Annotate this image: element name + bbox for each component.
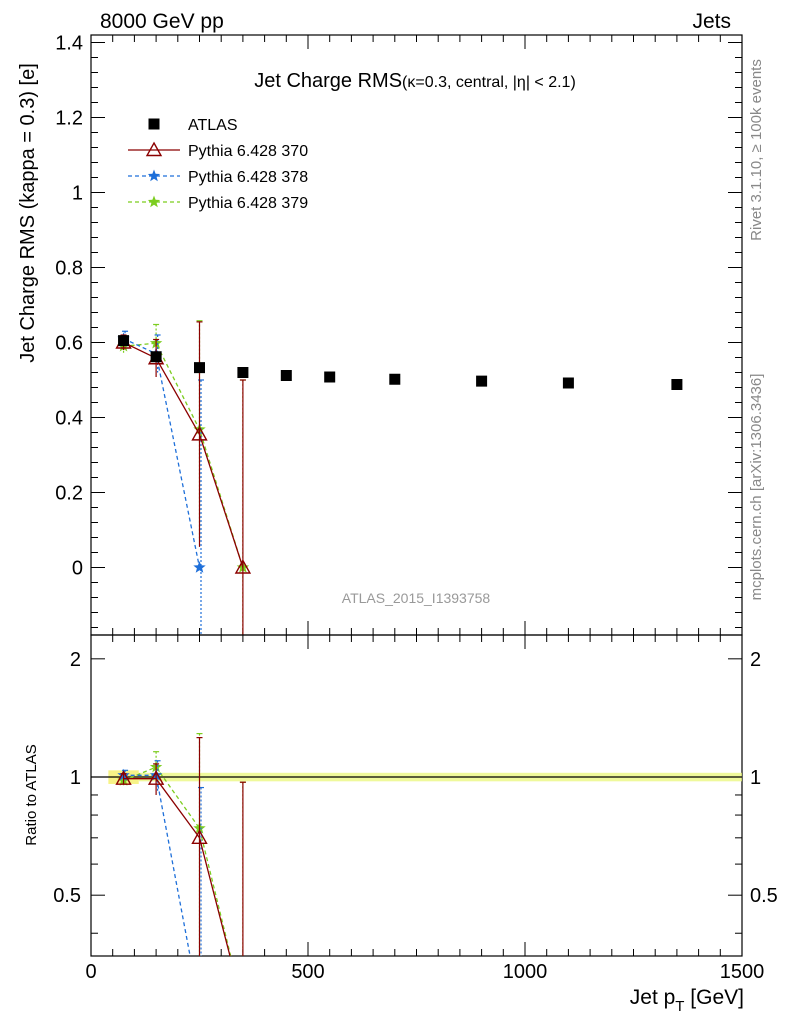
atlas-data-point <box>476 375 488 387</box>
legend-label: ATLAS <box>188 117 238 134</box>
ratio-panel: 0 500 1000 1500 0.5 0.5 1 1 2 2 Ratio to ATLAS Je… <box>23 634 778 1015</box>
x-axis-label: Jet pT [GeV] <box>630 986 744 1015</box>
legend-label: Pythia 6.428 370 <box>188 143 308 160</box>
legend-marker <box>147 195 161 208</box>
main-series-2-point <box>193 561 206 573</box>
main-series-3-line <box>123 342 244 568</box>
main-y-label: Jet Charge RMS (kappa = 0.3) [e] <box>17 63 39 363</box>
ratio-series-1-line <box>123 774 191 956</box>
ratio-y-tick-label-right: 0.5 <box>750 885 778 907</box>
main-y-tick-label: 0 <box>72 558 83 580</box>
ratio-y-tick-label: 1 <box>70 767 81 789</box>
main-y-tick-label: 1.2 <box>55 108 83 130</box>
main-y-tick-label: 1 <box>72 183 83 205</box>
main-watermark: ATLAS_2015_I1393758 <box>342 590 491 606</box>
mcplots-label: mcplots.cern.ch [arXiv:1306.3436] <box>748 374 765 601</box>
ratio-x-tick-label: 1500 <box>720 961 765 983</box>
legend: ATLAS Pythia 6.428 370 Pythia 6.428 378 Pyt… <box>128 117 308 212</box>
ratio-series-0-point <box>147 770 165 785</box>
atlas-data-point <box>389 373 401 385</box>
legend-marker <box>147 169 161 182</box>
atlas-data-point <box>280 370 292 381</box>
header-right: Jets <box>692 10 731 33</box>
ratio-plot-frame <box>90 634 743 957</box>
atlas-data-point <box>118 335 130 347</box>
ratio-y-tick-label-right: 1 <box>750 767 761 789</box>
atlas-data-point <box>150 351 162 363</box>
ratio-y-tick-label-right: 2 <box>750 649 761 671</box>
main-y-tick-label: 0.2 <box>55 483 83 505</box>
atlas-data-point <box>324 371 336 383</box>
ratio-x-tick-label: 1000 <box>503 961 548 983</box>
main-title: Jet Charge RMS(κ=0.3, central, |η| < 2.1… <box>254 70 576 92</box>
ratio-series-0-point <box>191 829 208 845</box>
ratio-y-tick-label: 0.5 <box>53 885 81 907</box>
legend-marker <box>145 141 163 157</box>
rivet-label: Rivet 3.1.10, ≥ 100k events <box>748 59 765 241</box>
main-series-2-line <box>123 338 201 568</box>
main-panel: 0 0.2 0.4 0.6 0.8 1 1.2 1.4 Jet Charge RMS(κ=0.… <box>17 33 743 636</box>
main-title-text: Jet Charge RMS <box>254 70 402 92</box>
main-series-1-point <box>234 559 252 574</box>
ratio-x-tick-label: 0 <box>85 961 96 983</box>
main-title-sub: (κ=0.3, central, |η| < 2.1) <box>402 74 576 91</box>
main-series-1-line <box>123 341 244 568</box>
ratio-series-0-point <box>115 770 132 785</box>
atlas-data-point <box>671 379 683 390</box>
header-left: 8000 GeV pp <box>100 10 224 33</box>
x-axis-label-unit: [GeV] <box>684 986 744 1009</box>
atlas-data-point <box>237 367 249 378</box>
main-y-tick-label: 0.6 <box>55 333 83 355</box>
atlas-data-point <box>562 377 574 389</box>
ratio-y-tick-label: 2 <box>70 649 81 671</box>
main-y-tick-label: 1.4 <box>55 33 83 55</box>
ratio-series-0-line <box>123 778 231 956</box>
ratio-series-2-line <box>123 766 232 956</box>
x-axis-label-subscript: T <box>675 998 684 1015</box>
main-y-tick-label: 0.8 <box>55 258 83 280</box>
main-series-1-point <box>191 425 208 441</box>
legend-label: Pythia 6.428 378 <box>188 169 308 186</box>
ratio-x-tick-label: 500 <box>291 961 324 983</box>
x-axis-label-text: Jet p <box>630 986 676 1009</box>
legend-label: Pythia 6.428 379 <box>188 195 308 212</box>
main-y-tick-label: 0.4 <box>55 408 83 430</box>
ratio-y-label: Ratio to ATLAS <box>23 744 40 845</box>
legend-marker <box>148 118 160 130</box>
atlas-data-point <box>194 362 205 374</box>
